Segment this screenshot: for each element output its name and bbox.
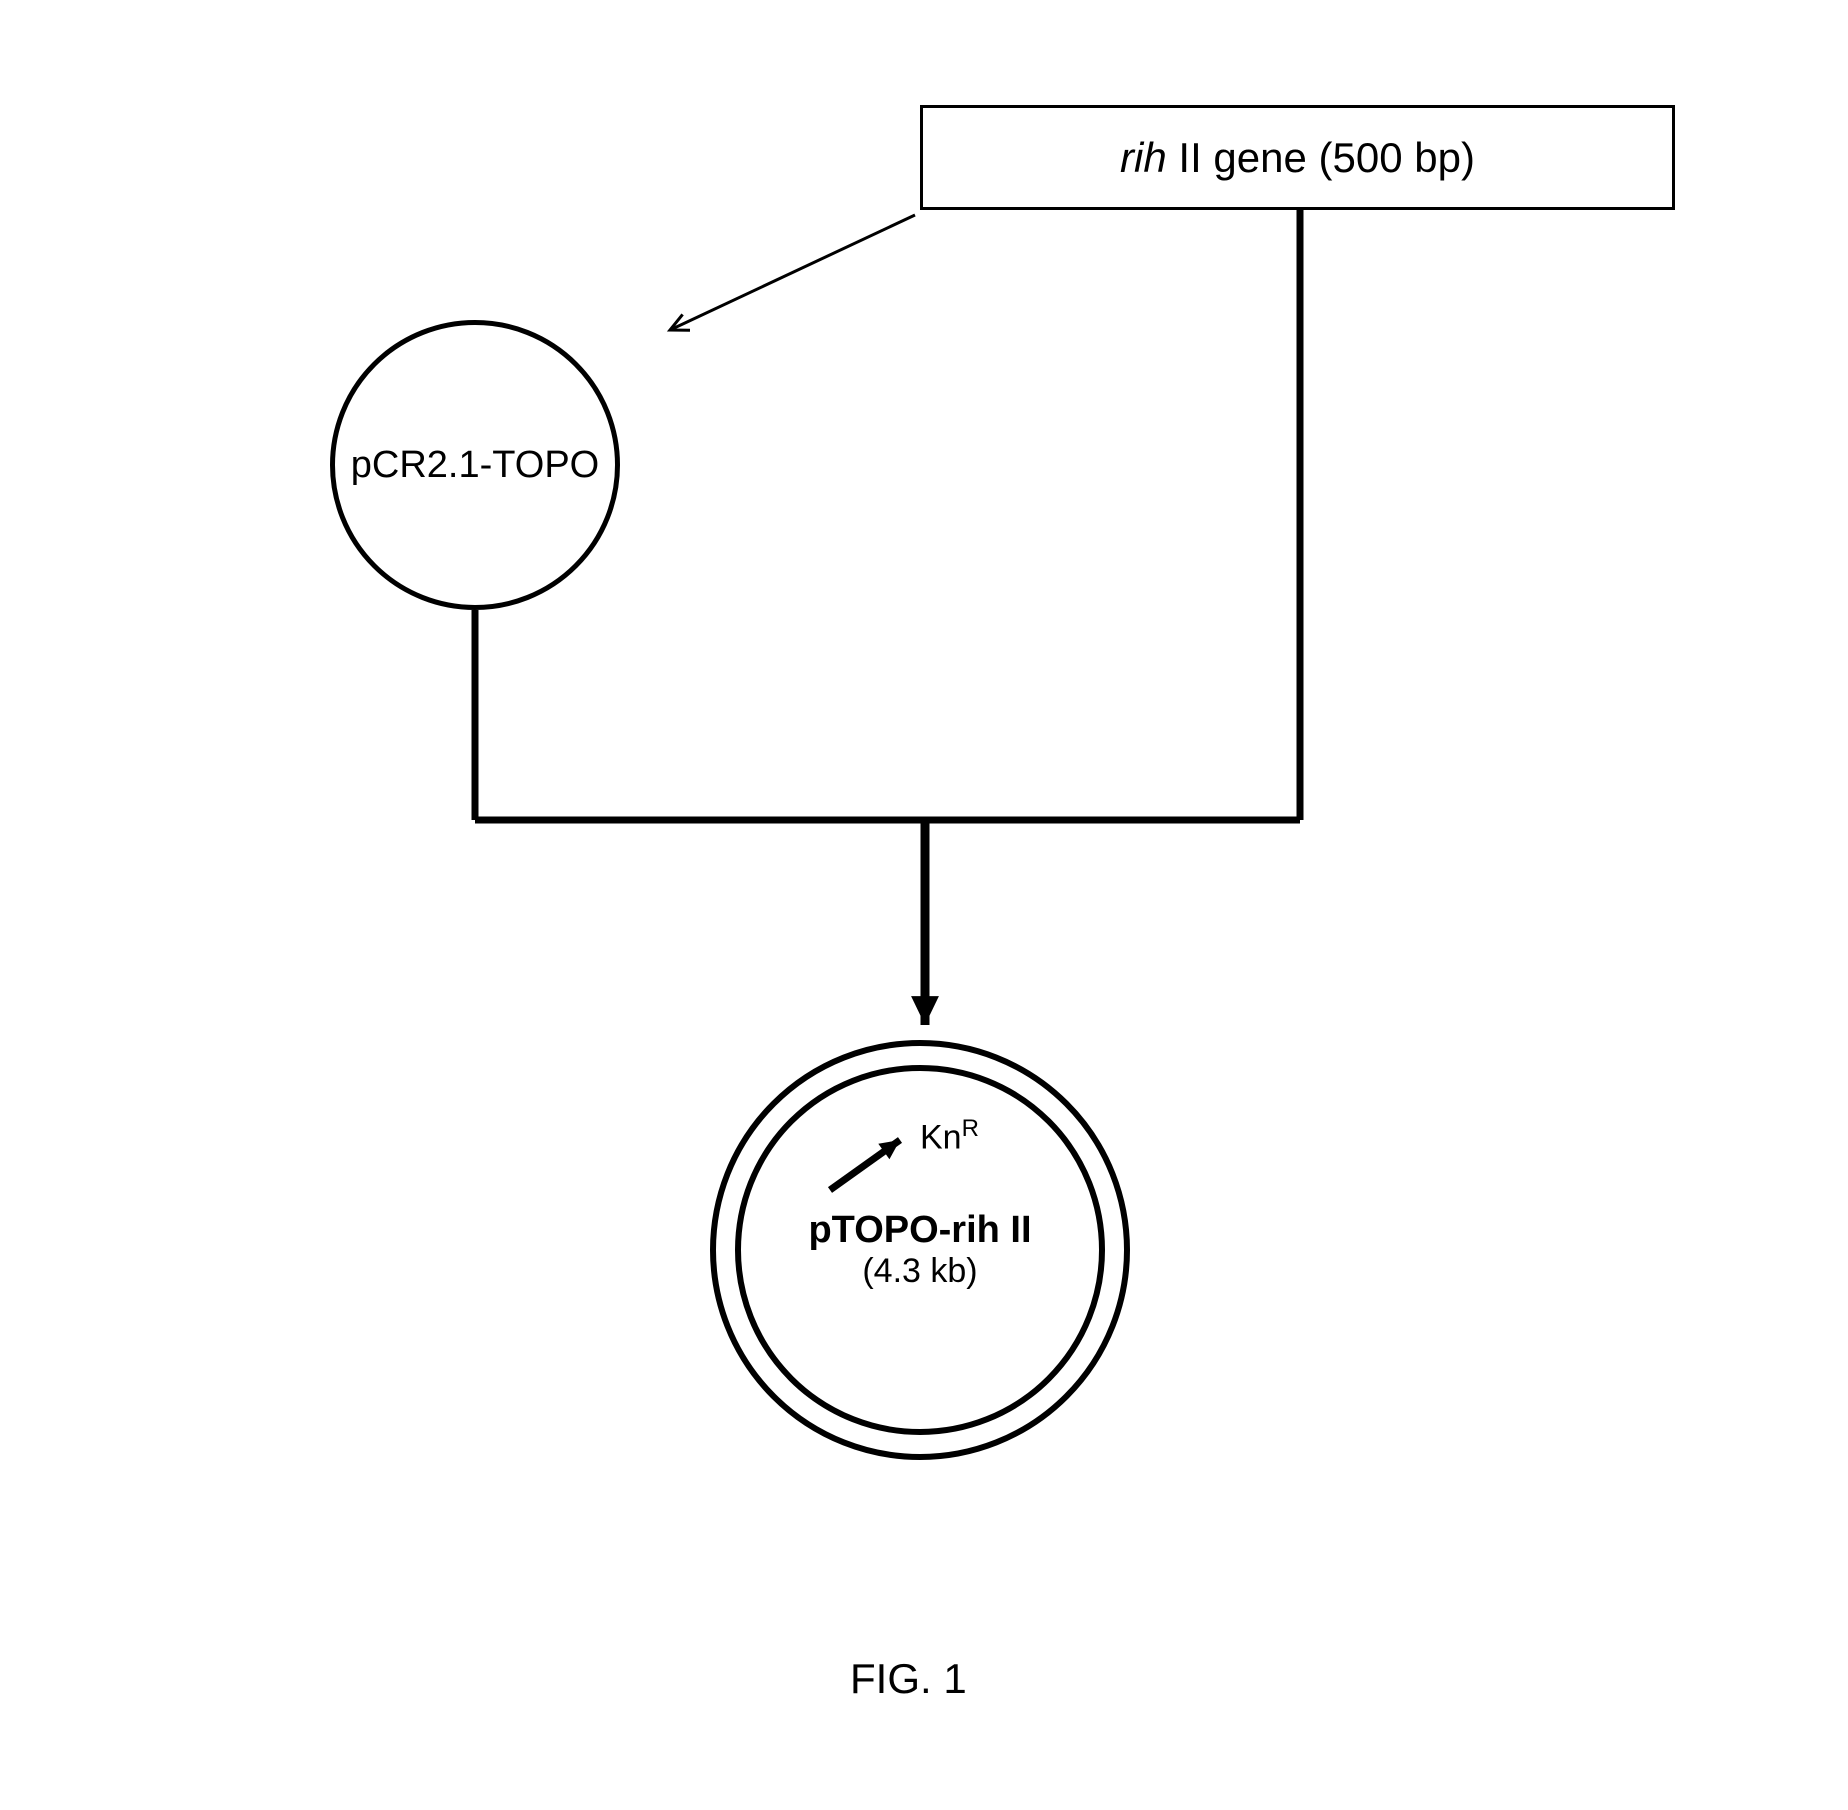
- cloning-diagram: rih II gene (500 bp) pCR2.1-TOPO pTOPO-r…: [0, 0, 1848, 1810]
- gene-name-rest: II gene (500 bp): [1167, 134, 1475, 181]
- arrows-svg: [0, 0, 1848, 1810]
- kanamycin-resistance-label: KnR: [920, 1115, 979, 1157]
- result-plasmid-size: (4.3 kb): [862, 1252, 977, 1291]
- result-plasmid-name: pTOPO-rih II: [808, 1209, 1031, 1252]
- source-plasmid-label: pCR2.1-TOPO: [351, 444, 599, 487]
- gene-box: rih II gene (500 bp): [920, 105, 1675, 210]
- source-plasmid-circle: pCR2.1-TOPO: [330, 320, 620, 610]
- gene-name-italic: rih: [1120, 134, 1167, 181]
- figure-caption: FIG. 1: [850, 1655, 967, 1703]
